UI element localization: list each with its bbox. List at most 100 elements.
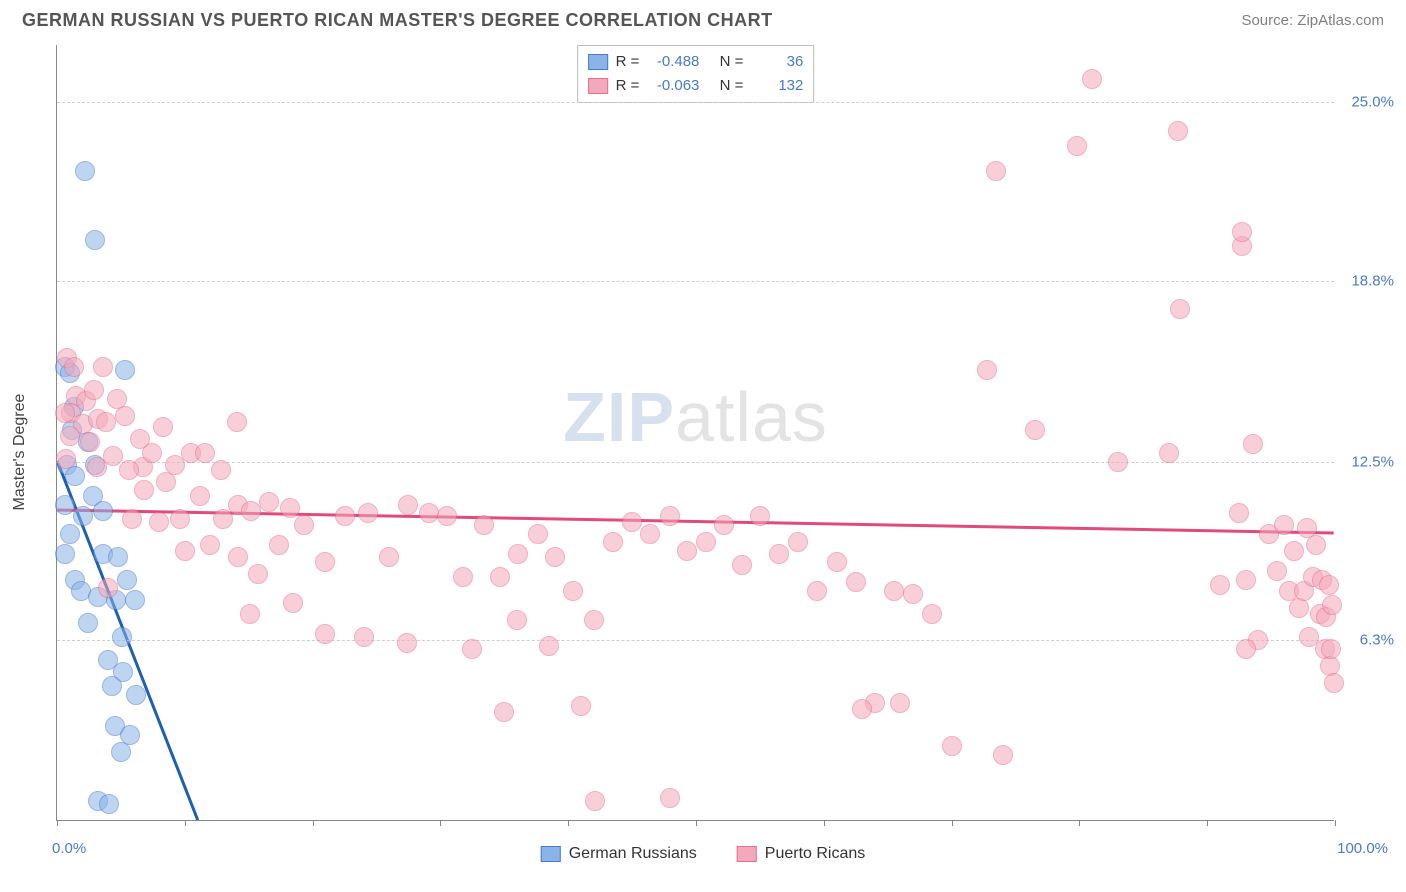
data-point (1170, 299, 1190, 319)
stats-row-0: R = -0.488 N = 36 (588, 50, 804, 74)
data-point (1067, 136, 1087, 156)
legend-label-1: Puerto Ricans (765, 845, 866, 863)
data-point (585, 791, 605, 811)
data-point (60, 524, 80, 544)
data-point (1319, 575, 1339, 595)
stats-box: R = -0.488 N = 36 R = -0.063 N = 132 (577, 45, 815, 103)
legend-swatch-0 (541, 846, 561, 862)
data-point (732, 555, 752, 575)
data-point (788, 532, 808, 552)
stat-r-value-0: -0.488 (647, 50, 699, 74)
data-point (640, 524, 660, 544)
data-point (294, 515, 314, 535)
gridline (57, 640, 1334, 641)
data-point (354, 627, 374, 647)
data-point (660, 788, 680, 808)
data-point (75, 161, 95, 181)
data-point (78, 613, 98, 633)
data-point (1321, 639, 1341, 659)
data-point (852, 699, 872, 719)
data-point (200, 535, 220, 555)
data-point (241, 501, 261, 521)
data-point (269, 535, 289, 555)
data-point (93, 357, 113, 377)
data-point (280, 498, 300, 518)
data-point (563, 581, 583, 601)
data-point (85, 230, 105, 250)
data-point (80, 432, 100, 452)
data-point (240, 604, 260, 624)
data-point (677, 541, 697, 561)
data-point (1236, 639, 1256, 659)
data-point (922, 604, 942, 624)
data-point (1306, 535, 1326, 555)
data-point (827, 552, 847, 572)
data-point (358, 503, 378, 523)
data-point (315, 624, 335, 644)
data-point (126, 685, 146, 705)
gridline (57, 462, 1334, 463)
data-point (119, 460, 139, 480)
data-point (1232, 222, 1252, 242)
x-tick (1335, 820, 1336, 826)
y-axis-label: Master's Degree (11, 394, 29, 511)
legend-swatch-1 (737, 846, 757, 862)
data-point (603, 532, 623, 552)
data-point (508, 544, 528, 564)
data-point (474, 515, 494, 535)
data-point (398, 495, 418, 515)
x-tick (440, 820, 441, 826)
data-point (283, 593, 303, 613)
data-point (494, 702, 514, 722)
data-point (99, 794, 119, 814)
data-point (714, 515, 734, 535)
data-point (1267, 561, 1287, 581)
data-point (1322, 595, 1342, 615)
data-point (98, 578, 118, 598)
data-point (696, 532, 716, 552)
watermark: ZIPatlas (563, 377, 828, 457)
data-point (55, 403, 75, 423)
data-point (1274, 515, 1294, 535)
y-tick-label: 18.8% (1340, 272, 1394, 289)
data-point (122, 509, 142, 529)
y-tick-label: 12.5% (1340, 453, 1394, 470)
data-point (942, 736, 962, 756)
y-tick-label: 6.3% (1340, 631, 1394, 648)
data-point (1082, 69, 1102, 89)
data-point (1159, 443, 1179, 463)
data-point (153, 417, 173, 437)
data-point (84, 380, 104, 400)
plot-area: ZIPatlas R = -0.488 N = 36 R = -0.063 N … (56, 45, 1334, 821)
data-point (453, 567, 473, 587)
data-point (986, 161, 1006, 181)
gridline (57, 281, 1334, 282)
data-point (96, 412, 116, 432)
data-point (195, 443, 215, 463)
stat-n-label-0: N = (720, 50, 744, 74)
data-point (55, 495, 75, 515)
data-point (315, 552, 335, 572)
data-point (490, 567, 510, 587)
stat-n-value-1: 132 (751, 74, 803, 98)
data-point (1289, 598, 1309, 618)
stats-row-1: R = -0.063 N = 132 (588, 74, 804, 98)
legend-item-1: Puerto Ricans (737, 845, 866, 863)
data-point (60, 426, 80, 446)
data-point (1229, 503, 1249, 523)
stat-n-label-1: N = (720, 74, 744, 98)
legend: German Russians Puerto Ricans (541, 845, 866, 863)
data-point (227, 412, 247, 432)
data-point (462, 639, 482, 659)
data-point (977, 360, 997, 380)
data-point (170, 509, 190, 529)
x-tick (568, 820, 569, 826)
data-point (890, 693, 910, 713)
stat-r-value-1: -0.063 (647, 74, 699, 98)
data-point (111, 742, 131, 762)
x-tick (313, 820, 314, 826)
data-point (335, 506, 355, 526)
data-point (73, 506, 93, 526)
chart-container: Master's Degree ZIPatlas R = -0.488 N = … (12, 37, 1394, 867)
x-tick (952, 820, 953, 826)
